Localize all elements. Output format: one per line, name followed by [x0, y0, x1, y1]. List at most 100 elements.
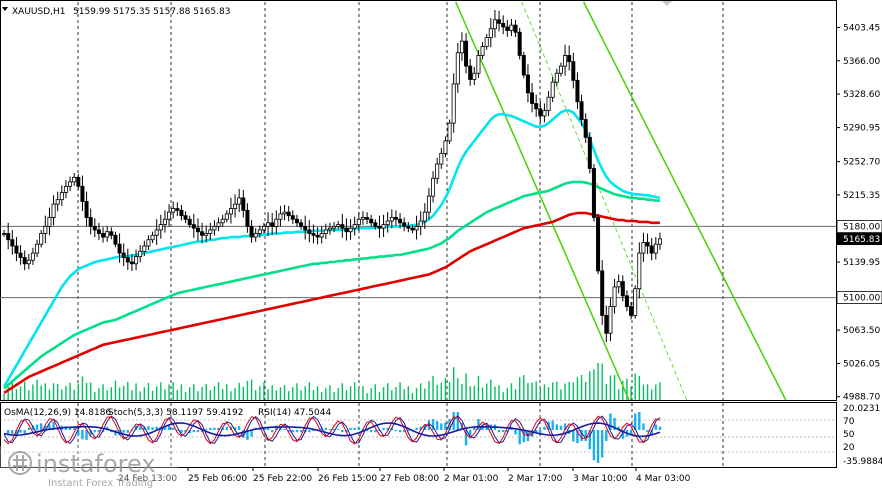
candle-body	[410, 227, 415, 231]
candle-body	[451, 83, 456, 124]
candle-body	[266, 222, 271, 227]
price-tick-label: 5139.95	[843, 258, 880, 268]
candle-body	[294, 218, 299, 224]
candle-body	[348, 227, 353, 233]
indicator-tick-label: 20.0231	[843, 404, 880, 414]
candle-body	[134, 256, 139, 265]
indicator-tick-label: 20	[843, 443, 855, 453]
candle-body	[22, 257, 27, 265]
candle-body	[101, 233, 106, 238]
candle-body	[228, 208, 233, 215]
channel-line	[521, 1, 688, 401]
time-tick-label: 25 Feb 06:00	[188, 474, 247, 484]
candle-body	[439, 152, 444, 165]
candle-body	[369, 218, 374, 224]
candle-body	[68, 181, 73, 187]
candle-body	[641, 242, 646, 254]
candle-body	[360, 217, 365, 220]
candle-body	[521, 55, 526, 76]
candle-body	[563, 55, 568, 67]
channel-line	[455, 1, 630, 401]
candle-body	[534, 103, 539, 110]
candle-body	[286, 211, 291, 217]
time-tick-label: 3 Mar 10:00	[573, 474, 628, 484]
candle-body	[365, 217, 370, 220]
shift-marker-icon[interactable]	[662, 1, 672, 6]
candle-body	[398, 218, 403, 224]
indicator-tick-label: 70	[843, 417, 855, 427]
indicator-pane-frame	[0, 402, 837, 468]
candle-body	[55, 199, 60, 205]
candle-body	[237, 197, 242, 205]
candle-body	[497, 19, 502, 24]
time-tick-label: 27 Feb 08:00	[380, 474, 439, 484]
candle-body	[171, 208, 176, 213]
candle-body	[146, 239, 151, 247]
rsi-line	[3, 422, 661, 438]
time-axis: 25 Feb 06:00 25 Feb 22:00 26 Feb 15:00 27 F…	[118, 467, 691, 484]
candle-body	[51, 203, 56, 218]
candle-body	[604, 315, 609, 334]
stoch-label: Stoch(5,3,3) 58.1197 59.4192	[108, 408, 243, 418]
candle-body	[414, 225, 419, 231]
grid	[77, 2, 724, 467]
candle-body	[270, 222, 275, 227]
candle-body	[546, 96, 551, 112]
candle-body	[125, 257, 130, 263]
candle-body	[385, 220, 390, 225]
indicator-tick-label: -35.9884	[843, 457, 882, 467]
candle-body	[612, 286, 617, 307]
candle-body	[583, 119, 588, 138]
candle-body	[241, 197, 246, 211]
candle-body	[43, 225, 48, 234]
candle-body	[63, 185, 68, 193]
candle-body	[608, 306, 613, 334]
price-tick-label: 5063.50	[843, 326, 880, 336]
candle-body	[381, 224, 386, 229]
candle-body	[191, 224, 196, 229]
candle-body	[59, 192, 64, 201]
candle-body	[14, 245, 19, 254]
candle-body	[158, 224, 163, 231]
candle-body	[575, 79, 580, 103]
candle-body	[319, 233, 324, 238]
ma-slow-line	[3, 211, 660, 394]
candle-body	[633, 288, 638, 316]
candle-body	[542, 110, 547, 117]
candle-body	[596, 217, 601, 272]
candle-body	[426, 195, 431, 213]
candle-body	[290, 215, 295, 220]
price-tag-label: 5180.00	[843, 222, 880, 232]
candle-body	[373, 222, 378, 227]
candle-body	[356, 218, 361, 225]
watermark-tagline: Instant Forex Trading	[48, 478, 153, 489]
candle-body	[76, 177, 81, 187]
candle-body	[468, 65, 473, 80]
candle-body	[620, 281, 625, 297]
candle-body	[600, 270, 605, 316]
time-tick-label: 4 Mar 03:00	[636, 474, 691, 484]
candle-body	[282, 211, 287, 215]
candle-body	[484, 37, 489, 47]
candle-body	[525, 74, 530, 94]
candle-body	[129, 261, 134, 265]
candle-body	[105, 231, 110, 238]
candle-body	[435, 163, 440, 179]
candle-body	[175, 208, 180, 211]
symbol-menu-arrow-icon[interactable]	[2, 7, 8, 11]
candle-body	[307, 229, 312, 234]
candle-body	[253, 233, 258, 238]
candle-body	[550, 81, 555, 98]
candle-body	[336, 224, 341, 227]
candle-body	[92, 225, 97, 231]
symbol-label: XAUUSD,H1	[12, 7, 66, 17]
candle-body	[195, 227, 200, 233]
price-tick-label: 5366.00	[843, 57, 880, 67]
candle-body	[558, 65, 563, 74]
candle-body	[431, 177, 436, 197]
price-tick-label: 5026.05	[843, 359, 880, 369]
time-tick-label: 2 Mar 17:00	[508, 474, 563, 484]
price-tick-label: 5215.35	[843, 191, 880, 201]
candle-body	[18, 252, 23, 258]
